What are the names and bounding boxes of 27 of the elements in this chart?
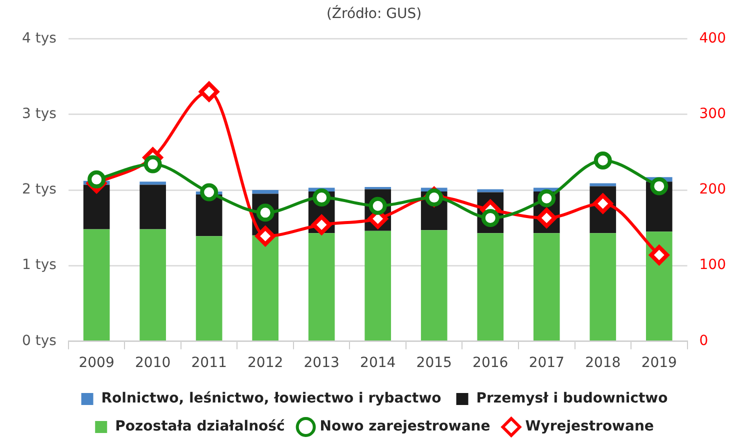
y2-tick-label: 100 bbox=[699, 257, 726, 274]
y2-tick-label: 200 bbox=[699, 182, 726, 198]
x-tick-label: 2019 bbox=[641, 355, 677, 372]
x-tick-label: 2016 bbox=[472, 355, 508, 372]
x-tick-label: 2017 bbox=[528, 355, 564, 372]
x-tick-label: 2009 bbox=[78, 355, 114, 372]
y-tick-label: 0 tys bbox=[22, 332, 56, 349]
y-tick-label: 2 tys bbox=[22, 182, 56, 198]
x-tick-label: 2013 bbox=[304, 355, 340, 372]
x-tick-label: 2011 bbox=[191, 355, 227, 372]
y-tick-label: 3 tys bbox=[22, 106, 56, 122]
legend-label: Rolnictwo, leśnictwo, łowiectwo i rybactwo bbox=[101, 390, 442, 407]
y-tick-label: 4 tys bbox=[22, 30, 56, 46]
legend-label: Nowo zarejestrowane bbox=[320, 418, 490, 435]
x-tick-label: 2012 bbox=[248, 355, 284, 372]
legend-label: Pozostała działalność bbox=[115, 418, 285, 435]
x-tick-label: 2010 bbox=[134, 355, 171, 372]
y2-tick-label: 300 bbox=[699, 106, 726, 122]
x-tick-label: 2014 bbox=[360, 355, 396, 372]
x-tick-label: 2015 bbox=[416, 355, 452, 372]
chart-subtitle: (Źródło: GUS) bbox=[326, 5, 422, 22]
y2-tick-label: 400 bbox=[699, 30, 726, 46]
y-tick-label: 1 tys bbox=[22, 257, 56, 274]
y2-tick-label: 0 bbox=[699, 332, 708, 349]
x-tick-label: 2018 bbox=[585, 355, 621, 372]
legend-label: Wyrejestrowane bbox=[525, 418, 654, 435]
legend-label: Przemysł i budownictwo bbox=[476, 390, 668, 407]
